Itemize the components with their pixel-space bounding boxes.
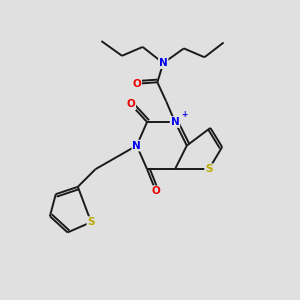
Text: S: S (205, 164, 213, 174)
Text: N: N (159, 58, 168, 68)
Text: N: N (132, 141, 141, 151)
Text: S: S (87, 217, 95, 227)
Text: O: O (127, 99, 135, 110)
Text: N: N (171, 117, 179, 127)
Text: O: O (132, 79, 141, 89)
Text: +: + (181, 110, 187, 119)
Text: O: O (152, 186, 160, 196)
